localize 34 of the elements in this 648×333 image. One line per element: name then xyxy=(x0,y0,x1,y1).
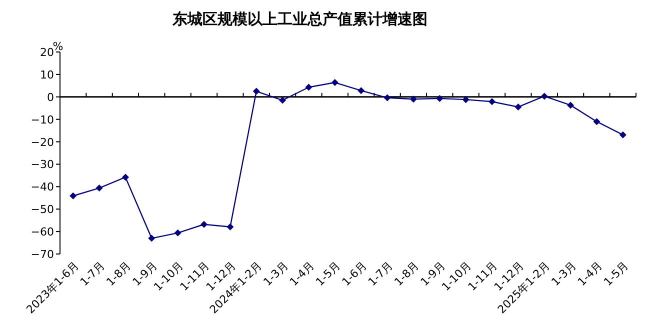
point xyxy=(619,131,626,138)
y-tick-label: 0 xyxy=(47,90,54,104)
point xyxy=(540,92,548,100)
point xyxy=(567,102,574,109)
chart-title: 东城区规模以上工业总产值累计增速图 xyxy=(172,10,428,28)
point xyxy=(358,87,365,94)
y-tick-label: 20 xyxy=(40,46,54,59)
point xyxy=(279,96,286,104)
point xyxy=(488,98,496,106)
point xyxy=(252,88,260,95)
point xyxy=(593,118,600,126)
point xyxy=(514,103,522,110)
point xyxy=(96,184,103,192)
point xyxy=(436,94,444,102)
y-tick-label: −70 xyxy=(30,248,54,261)
y-tick-label: −20 xyxy=(30,136,54,149)
y-tick-label: −50 xyxy=(30,203,54,216)
y-axis-title: % xyxy=(52,40,64,53)
point xyxy=(226,223,234,230)
point xyxy=(70,192,77,200)
point xyxy=(174,229,182,236)
point xyxy=(331,79,338,86)
point xyxy=(305,84,312,91)
point xyxy=(462,96,470,104)
point xyxy=(410,96,417,103)
point xyxy=(148,234,156,242)
y-tick-label: −10 xyxy=(30,113,54,126)
y-tick-label: −40 xyxy=(30,180,54,194)
y-tick-label: 10 xyxy=(40,68,54,82)
point xyxy=(122,174,129,181)
y-tick-label: −30 xyxy=(30,158,54,172)
point xyxy=(200,220,208,228)
y-tick-label: −60 xyxy=(30,226,54,239)
point xyxy=(384,94,391,102)
